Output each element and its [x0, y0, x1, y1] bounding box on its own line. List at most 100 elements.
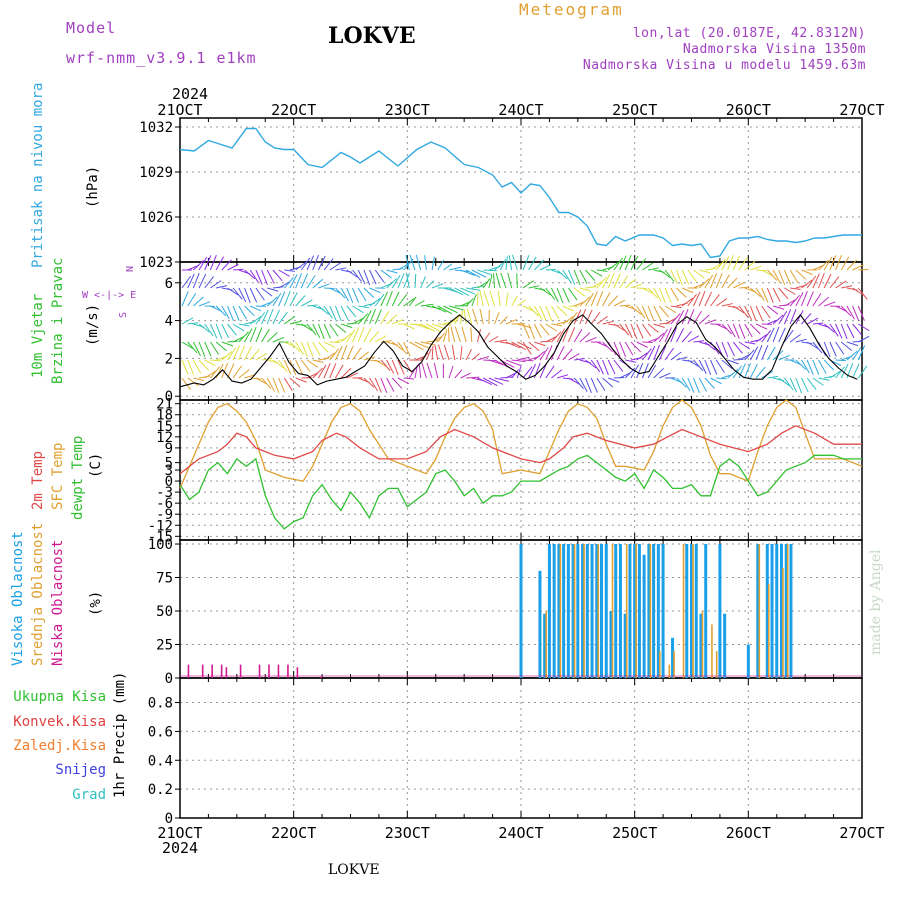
wind-barb: [767, 305, 779, 315]
y-tick-label: 0: [165, 389, 173, 405]
wind-barb: [346, 287, 354, 303]
wind-barb: [431, 305, 447, 313]
wind-barb: [334, 305, 342, 322]
wind-barb: [624, 341, 634, 356]
wind-barb: [704, 341, 716, 351]
wind-barb: [659, 322, 670, 325]
time-label-top: 26OCT: [726, 101, 771, 119]
wind-barb: [749, 346, 759, 361]
wind-barb: [295, 261, 307, 271]
wind-barb: [323, 341, 336, 348]
wind-barb: [204, 255, 212, 271]
wind-barb: [391, 377, 403, 389]
wind-barb: [466, 376, 480, 379]
y-tick-label: 0: [165, 671, 173, 687]
wind-barb: [363, 328, 372, 343]
wind-barb: [405, 272, 410, 289]
y-tick-label: -6: [156, 496, 173, 512]
wind-barb: [670, 305, 682, 309]
wind-barb: [744, 362, 751, 379]
wind-barb: [630, 305, 642, 315]
wind-barb: [676, 287, 687, 298]
wind-barb: [755, 345, 763, 361]
wind-barb: [283, 276, 295, 289]
wind-barb: [442, 329, 448, 343]
wind-barb: [738, 286, 750, 289]
wind-barb: [664, 305, 677, 314]
wind-barb: [704, 359, 712, 376]
wind-barb: [812, 359, 820, 375]
wind-barb: [522, 323, 530, 339]
wind-barb: [329, 305, 337, 321]
wind-barb: [306, 255, 315, 271]
wind-barb: [232, 323, 245, 332]
y-tick-label: 21: [156, 397, 173, 413]
wind-barb: [642, 287, 654, 294]
wind-barb: [801, 313, 812, 325]
wind-barb: [421, 362, 427, 379]
wind-barb: [687, 335, 700, 343]
time-label-top: 25OCT: [612, 101, 657, 119]
temp-unit: (C): [88, 453, 104, 478]
wind-barb: [789, 333, 802, 343]
wind-barb: [721, 274, 730, 289]
wind-barb: [500, 341, 515, 345]
wind-barb: [471, 294, 477, 307]
wind-barb: [693, 340, 705, 343]
wind-barb: [835, 305, 847, 312]
wind-barb: [300, 341, 308, 357]
wind-barb: [562, 287, 570, 303]
wind-barb: [795, 292, 804, 307]
wind-barb: [545, 345, 553, 361]
wind-barb: [420, 276, 426, 289]
wind-barb: [840, 323, 848, 340]
wind-barb: [357, 351, 370, 361]
wind-barb: [227, 347, 237, 361]
wind-barb: [335, 287, 346, 299]
wind-barb: [488, 377, 504, 385]
y-tick-label: 4: [165, 314, 173, 330]
wind-barb: [812, 341, 823, 354]
wind-barb: [352, 347, 362, 361]
wind-barb: [374, 359, 387, 367]
wind-barb: [545, 335, 557, 343]
time-label-top: 27OCT: [839, 101, 884, 119]
wind-barb: [488, 335, 499, 343]
wind-barb: [829, 323, 839, 337]
wind-barb: [204, 359, 216, 367]
wind-barb: [267, 287, 279, 292]
wind-barb: [380, 359, 391, 372]
wind-barb: [323, 323, 331, 339]
wind-barb: [602, 320, 614, 325]
wind-barb: [778, 287, 789, 300]
wind-barb: [613, 323, 626, 332]
wind-barb: [852, 305, 860, 321]
wind-barb: [312, 323, 321, 339]
year-label-bottom: 2024: [162, 839, 198, 857]
wind-barb: [789, 308, 797, 325]
wind-barb: [857, 305, 865, 321]
wind-barb: [823, 256, 833, 271]
precip-legend-hail: Grad: [72, 787, 106, 803]
wind-barb: [505, 319, 517, 325]
wind-barb: [750, 265, 762, 271]
wind-barb: [261, 309, 269, 325]
wind-barb: [324, 287, 335, 290]
wind-barb: [261, 287, 273, 297]
wind-barb: [727, 277, 738, 289]
wind-barb: [329, 363, 337, 379]
wind-barb: [198, 359, 210, 371]
panel-border: [179, 677, 863, 819]
wind-barb: [193, 296, 204, 307]
wind-barb: [255, 353, 268, 361]
wind-barb: [630, 255, 639, 271]
wind-barb: [812, 377, 824, 386]
wind-barb: [852, 264, 864, 271]
wind-barb: [573, 309, 582, 325]
wind-barb: [357, 326, 365, 343]
wind-barb: [562, 269, 572, 283]
wind-barb: [238, 344, 246, 361]
wind-barb: [335, 364, 344, 379]
wind-barbs: [181, 254, 870, 394]
y-tick-label: 0.6: [148, 724, 173, 740]
